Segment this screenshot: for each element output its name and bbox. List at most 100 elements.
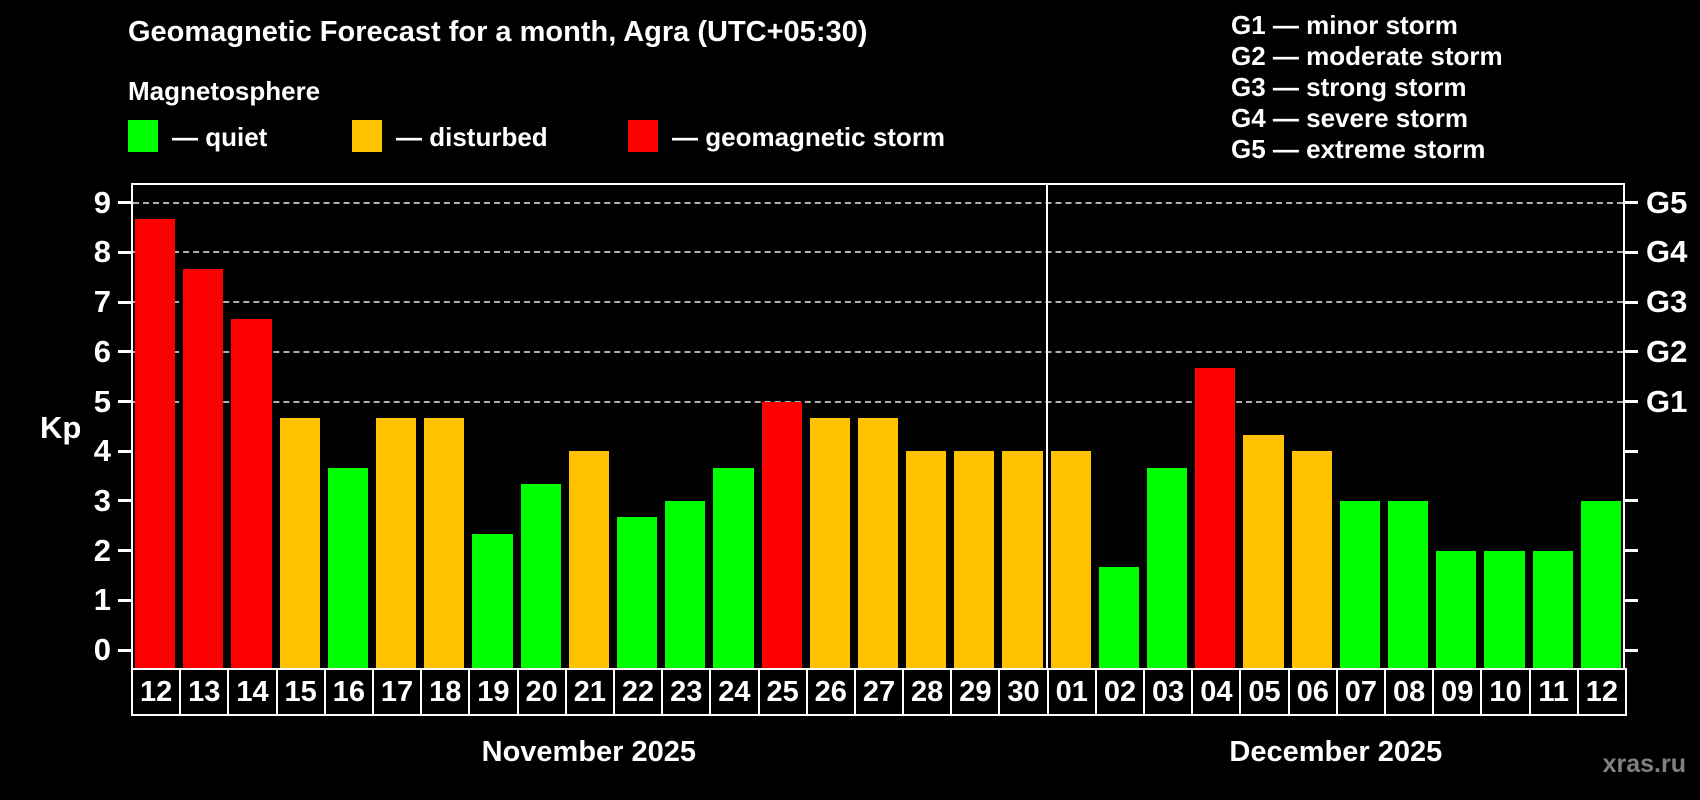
- chart-subtitle: Magnetosphere: [128, 76, 321, 106]
- g5-legend-line: G5 — extreme storm: [1231, 134, 1486, 164]
- kp-bar-29: [954, 451, 995, 668]
- plot-area: [131, 183, 1625, 668]
- y-tick-label-4: 4: [93, 433, 111, 469]
- date-cell-16-4: 16: [323, 668, 374, 716]
- date-cell-18-6: 18: [420, 668, 471, 716]
- date-cell-01-19: 01: [1046, 668, 1097, 716]
- kp-bar-11: [1532, 550, 1573, 668]
- date-cell-04-22: 04: [1191, 668, 1242, 716]
- y-tick-right-1: [1625, 598, 1638, 602]
- y-tick-right-2: [1625, 549, 1638, 553]
- y-tick-right-8: [1625, 250, 1638, 254]
- date-cell-05-23: 05: [1239, 668, 1290, 716]
- date-cell-24-12: 24: [709, 668, 760, 716]
- kp-bar-04: [1195, 368, 1236, 668]
- y-tick-label-0: 0: [93, 632, 111, 667]
- date-cell-06-24: 06: [1287, 668, 1338, 716]
- y-tick-left-7: [118, 300, 131, 304]
- gridline-kp9: [133, 201, 1623, 204]
- date-cell-25-13: 25: [757, 668, 808, 716]
- y-tick-right-9: [1625, 201, 1638, 205]
- kp-bar-12: [1580, 500, 1621, 668]
- date-cell-02-20: 02: [1094, 668, 1146, 716]
- y-tick-left-2: [118, 549, 131, 553]
- kp-bar-24: [713, 467, 754, 668]
- date-cell-22-10: 22: [612, 668, 664, 716]
- quiet-legend-label: — quiet: [172, 122, 268, 152]
- g-axis-label-g2: G2: [1646, 333, 1688, 369]
- kp-bar-26: [809, 417, 850, 668]
- kp-bar-05: [1243, 434, 1284, 668]
- g-axis-label-g3: G3: [1646, 284, 1688, 320]
- g-axis-label-g1: G1: [1646, 383, 1688, 419]
- kp-bar-30: [1002, 451, 1043, 668]
- kp-bar-02: [1098, 567, 1140, 668]
- kp-bar-15: [279, 417, 320, 668]
- y-tick-label-3: 3: [93, 482, 111, 518]
- quiet-legend-swatch: [128, 120, 158, 152]
- y-tick-label-8: 8: [93, 234, 111, 270]
- y-tick-right-5: [1625, 400, 1638, 403]
- date-cell-13-1: 13: [179, 668, 230, 716]
- storm-legend-swatch: [628, 120, 658, 152]
- kp-bar-21: [568, 451, 609, 668]
- date-cell-09-27: 09: [1432, 668, 1483, 716]
- gridline-kp7: [133, 301, 1623, 304]
- kp-bar-23: [665, 500, 706, 668]
- date-cell-12-30: 12: [1576, 668, 1627, 716]
- gridline-kp8: [133, 251, 1623, 254]
- kp-bar-22: [616, 517, 658, 668]
- g2-legend-line: G2 — moderate storm: [1231, 41, 1503, 71]
- y-tick-label-2: 2: [93, 532, 111, 568]
- disturbed-legend-swatch: [352, 120, 382, 152]
- y-tick-right-4: [1625, 449, 1638, 453]
- date-cell-15-3: 15: [275, 668, 326, 716]
- y-tick-left-9: [118, 201, 131, 205]
- kp-bar-13: [183, 268, 224, 668]
- date-cell-11-29: 11: [1528, 668, 1579, 716]
- g4-legend-line: G4 — severe storm: [1231, 103, 1469, 133]
- y-tick-label-1: 1: [93, 582, 111, 618]
- date-cell-07-25: 07: [1335, 668, 1387, 716]
- y-tick-label-5: 5: [93, 383, 111, 419]
- y-tick-right-7: [1625, 300, 1638, 304]
- y-tick-label-7: 7: [93, 284, 111, 320]
- y-tick-right-6: [1625, 350, 1638, 354]
- kp-bar-20: [520, 484, 561, 668]
- kp-bar-09: [1436, 550, 1477, 668]
- date-cell-03-21: 03: [1143, 668, 1194, 716]
- date-cell-29-17: 29: [950, 668, 1001, 716]
- kp-bar-01: [1050, 451, 1091, 668]
- g1-legend-line: G1 — minor storm: [1231, 10, 1458, 40]
- kp-bar-08: [1388, 500, 1429, 668]
- y-tick-right-3: [1625, 499, 1638, 503]
- y-tick-left-1: [118, 598, 131, 602]
- date-cell-10-28: 10: [1480, 668, 1531, 716]
- watermark: xras.ru: [1602, 750, 1686, 778]
- date-cell-21-9: 21: [564, 668, 615, 716]
- kp-bar-14: [231, 318, 272, 668]
- kp-bar-27: [857, 417, 899, 668]
- date-cell-19-7: 19: [468, 668, 519, 716]
- kp-bar-06: [1291, 451, 1332, 668]
- month-label-1: December 2025: [1229, 736, 1443, 768]
- kp-bar-19: [472, 534, 513, 668]
- date-cell-17-5: 17: [371, 668, 423, 716]
- date-cell-12-0: 12: [131, 668, 182, 716]
- y-tick-left-8: [118, 250, 131, 254]
- kp-bar-03: [1147, 467, 1188, 668]
- g-scale-legend: G1 — minor storm G2 — moderate storm G3 …: [1231, 10, 1503, 165]
- y-axis-title: Kp: [40, 410, 82, 445]
- y-tick-left-4: [118, 449, 131, 453]
- y-tick-label-6: 6: [93, 333, 111, 369]
- date-cell-14-2: 14: [227, 668, 278, 716]
- date-cell-28-16: 28: [902, 668, 953, 716]
- disturbed-legend-label: — disturbed: [396, 122, 548, 152]
- gridline-kp5: [133, 400, 1623, 403]
- y-tick-left-6: [118, 350, 131, 354]
- kp-bar-07: [1339, 500, 1381, 668]
- y-tick-left-5: [118, 400, 131, 403]
- date-cell-27-15: 27: [853, 668, 905, 716]
- y-tick-left-3: [118, 499, 131, 503]
- kp-bar-12: [135, 219, 176, 668]
